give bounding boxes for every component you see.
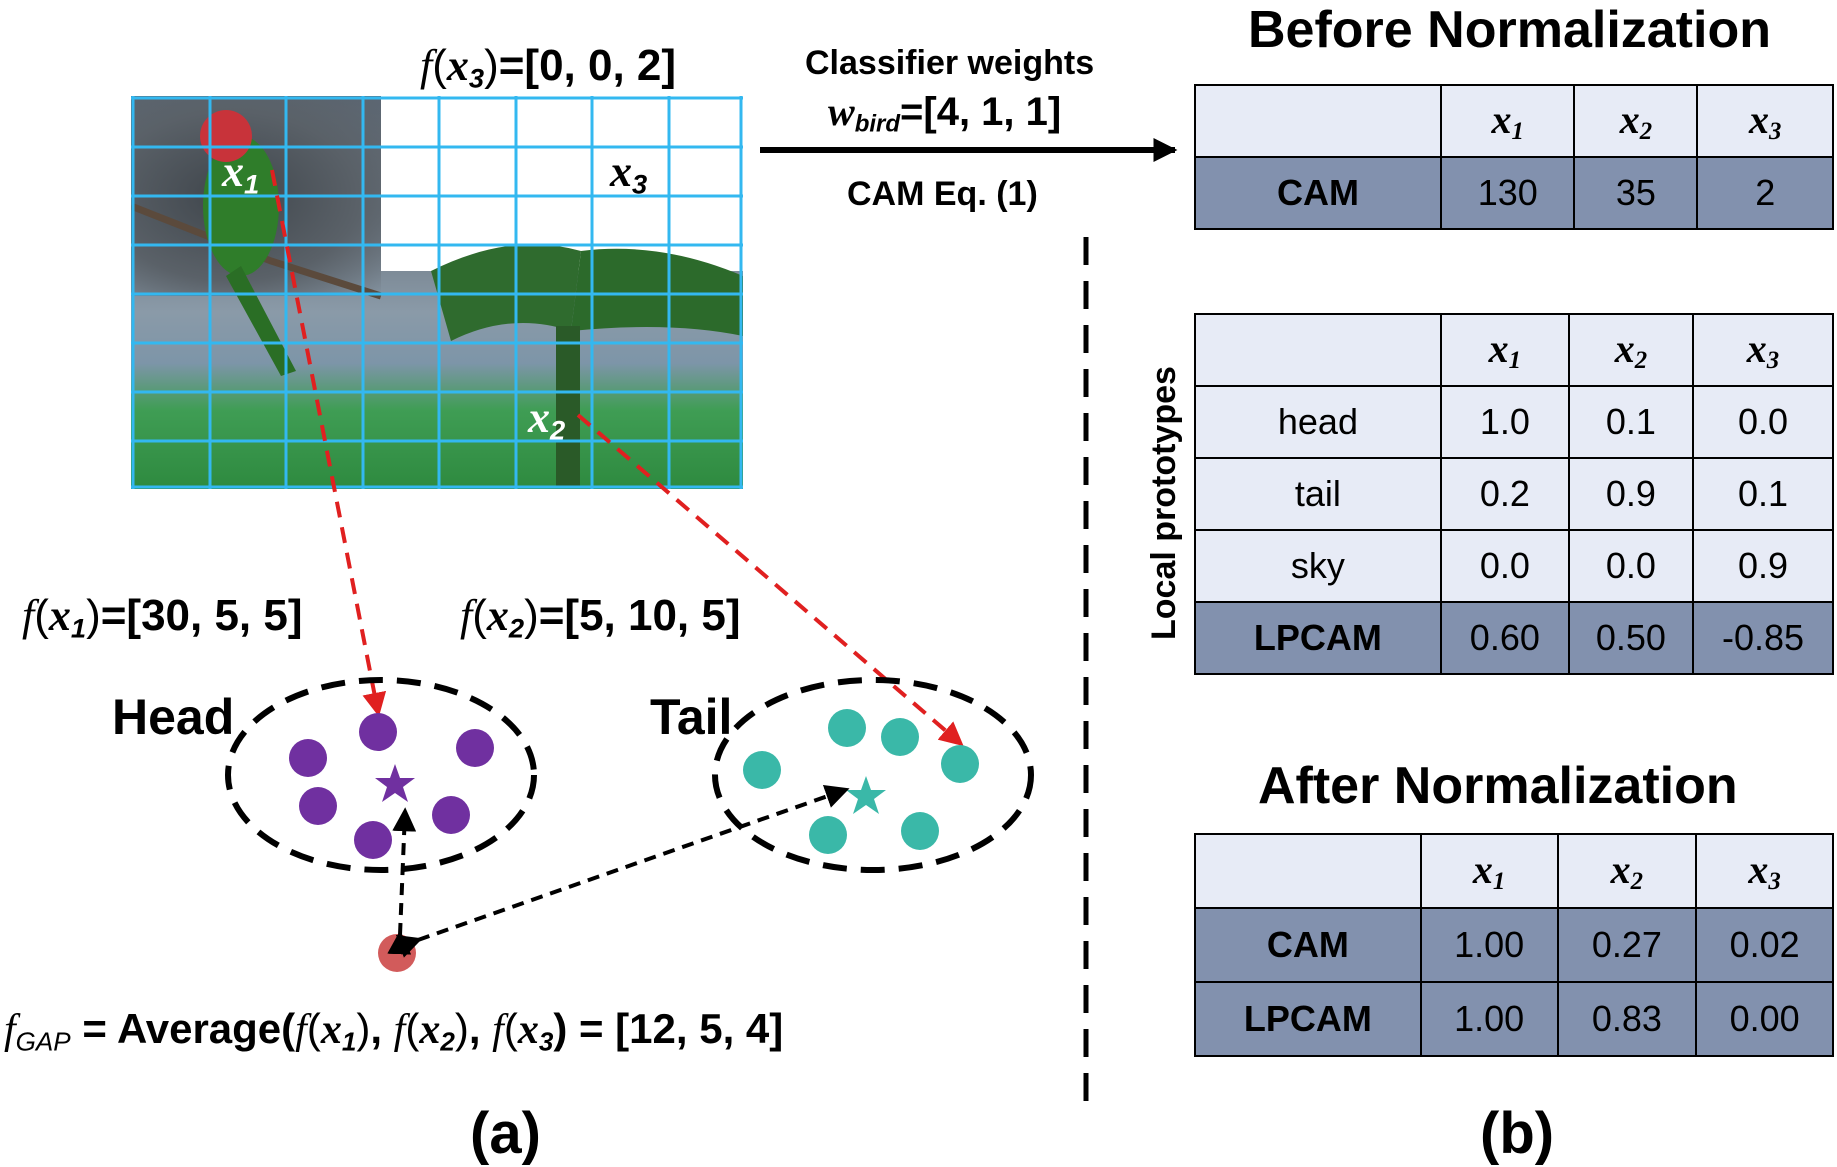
col-header-x3: x3 xyxy=(1691,313,1835,387)
head-cluster-label: Head xyxy=(112,689,235,745)
classifier-line1: Classifier weights xyxy=(805,44,1095,82)
head-point xyxy=(432,796,470,834)
cell-value: 0.0 xyxy=(1567,529,1694,603)
cam-equation-label: CAM Eq. (1) xyxy=(847,175,1038,213)
corner-cell xyxy=(1194,833,1422,909)
cell-value: 0.1 xyxy=(1567,385,1694,459)
tail-cluster-ellipse xyxy=(712,677,1034,873)
cell-value: -0.85 xyxy=(1691,601,1835,675)
head-point xyxy=(289,739,327,777)
cell-value: 0.2 xyxy=(1439,457,1570,531)
tail-point xyxy=(743,751,781,789)
cell-value: 0.50 xyxy=(1567,601,1694,675)
cell-value: 1.00 xyxy=(1419,907,1559,983)
cell-value: 1.0 xyxy=(1439,385,1570,459)
cell-value: 0.1 xyxy=(1691,457,1835,531)
row-label-cam: CAM xyxy=(1193,156,1443,230)
cell-value: 0.60 xyxy=(1439,601,1570,675)
corner-cell xyxy=(1194,313,1442,387)
tail-point xyxy=(881,718,919,756)
cell-value: 0.0 xyxy=(1691,385,1835,459)
row-label-tail: tail xyxy=(1194,457,1442,531)
row-label-sky: sky xyxy=(1194,529,1442,603)
col-header-x2: x2 xyxy=(1567,313,1694,387)
row-label-lpcam: LPCAM xyxy=(1194,981,1422,1057)
head-prototype-star xyxy=(375,764,415,802)
local-prototypes-table: x1 x2 x3 head 1.0 0.1 0.0 tail 0.2 0.9 0… xyxy=(1194,313,1835,675)
col-header-x3: x3 xyxy=(1696,84,1834,158)
tail-cluster-label: Tail xyxy=(650,689,733,745)
tail-point xyxy=(809,816,847,854)
arrow-x2-to-tail xyxy=(576,413,964,747)
cell-value: 0.9 xyxy=(1691,529,1835,603)
col-header-x1: x1 xyxy=(1439,313,1570,387)
col-header-x3: x3 xyxy=(1695,833,1834,909)
tail-point xyxy=(901,812,939,850)
cell-value: 0.00 xyxy=(1695,981,1834,1057)
head-cluster-ellipse xyxy=(225,677,537,873)
col-header-x1: x1 xyxy=(1440,84,1576,158)
cell-value: 0.9 xyxy=(1567,457,1694,531)
gap-formula: fGAP = Average(f(x1), f(x2), f(x3) = [12… xyxy=(4,1005,784,1057)
cell-value: 0.27 xyxy=(1556,907,1698,983)
head-point xyxy=(359,713,397,751)
before-normalization-table: x1 x2 x3 CAM 130 35 2 xyxy=(1193,84,1834,230)
arrow-gap-head xyxy=(387,807,417,955)
col-header-x1: x1 xyxy=(1419,833,1559,909)
classifier-weights: wbird=[4, 1, 1] xyxy=(828,89,1062,138)
panel-label-b: (b) xyxy=(1480,1101,1555,1166)
after-normalization-table: x1 x2 x3 CAM 1.00 0.27 0.02 LPCAM 1.00 0… xyxy=(1194,833,1834,1057)
cell-value: 0.02 xyxy=(1695,907,1834,983)
cell-value: 35 xyxy=(1573,156,1699,230)
cell-value: 1.00 xyxy=(1419,981,1559,1057)
head-point xyxy=(299,787,337,825)
cell-value: 0.0 xyxy=(1439,529,1570,603)
arrow-x1-to-head xyxy=(270,169,387,717)
cell-value: 2 xyxy=(1696,156,1834,230)
label-x3: x3 xyxy=(610,147,648,200)
tail-point xyxy=(941,745,979,783)
cell-value: 130 xyxy=(1440,156,1576,230)
local-prototypes-label: Local prototypes xyxy=(1145,366,1183,640)
col-header-x2: x2 xyxy=(1573,84,1699,158)
corner-cell xyxy=(1193,84,1443,158)
head-point xyxy=(354,821,392,859)
feature-x1-text: f(x1)=[30, 5, 5] xyxy=(22,591,303,644)
panel-label-a: (a) xyxy=(470,1101,541,1166)
feature-x3-text: f(x3)=[0, 0, 2] xyxy=(420,41,677,94)
row-label-cam: CAM xyxy=(1194,907,1422,983)
after-normalization-title: After Normalization xyxy=(1258,757,1738,815)
tail-point xyxy=(828,709,866,747)
gap-feature-point xyxy=(378,934,416,972)
label-x1: x1 xyxy=(222,147,260,200)
col-header-x2: x2 xyxy=(1556,833,1698,909)
arrow-gap-tail xyxy=(395,785,850,958)
before-normalization-title: Before Normalization xyxy=(1248,1,1771,59)
bird-image xyxy=(131,96,743,489)
row-label-lpcam: LPCAM xyxy=(1194,601,1442,675)
feature-grid xyxy=(131,96,743,489)
cell-value: 0.83 xyxy=(1556,981,1698,1057)
head-point xyxy=(456,729,494,767)
tail-prototype-star xyxy=(846,776,886,814)
row-label-head: head xyxy=(1194,385,1442,459)
sky-region xyxy=(381,96,743,271)
label-x2: x2 xyxy=(528,393,566,446)
feature-x2-text: f(x2)=[5, 10, 5] xyxy=(460,591,741,644)
